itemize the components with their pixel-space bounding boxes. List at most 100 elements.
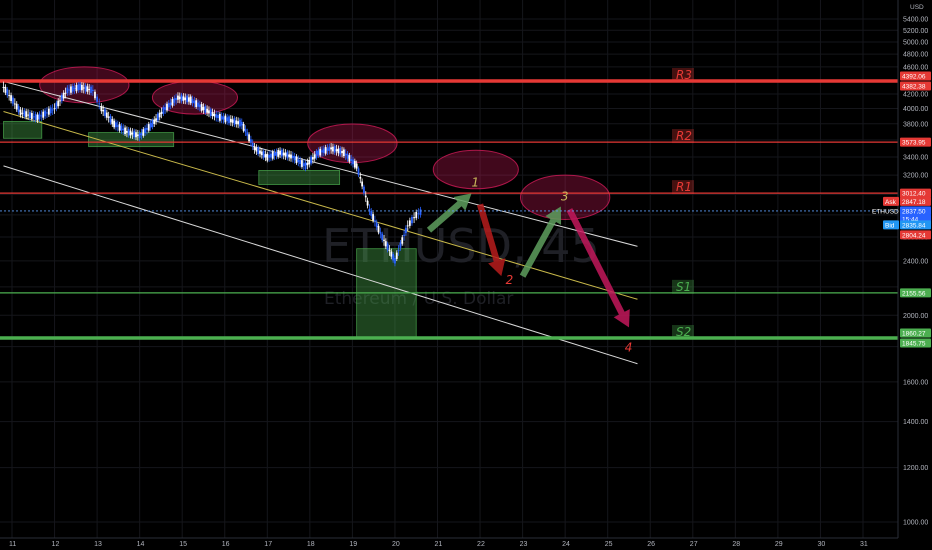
candle-body	[155, 118, 157, 121]
candle-body	[284, 152, 287, 157]
x-tick-label: 30	[817, 541, 825, 548]
level-price-tag: 1860.27	[902, 331, 926, 338]
level-label-r3: R3	[676, 68, 692, 82]
level-label-background	[672, 67, 694, 82]
y-tick-label: 3400.00	[903, 154, 928, 161]
symbol-tag: ETHUSD	[872, 208, 899, 215]
candle-body	[98, 103, 101, 105]
candle-body	[118, 124, 121, 131]
candle-body	[304, 162, 307, 170]
level-price-tag: 2155.56	[902, 290, 926, 297]
x-tick-label: 21	[435, 541, 443, 548]
candle-body	[401, 237, 404, 244]
candle-body	[40, 115, 43, 117]
candle-body	[240, 121, 243, 126]
candle-body	[280, 149, 283, 157]
candle-body	[177, 95, 179, 100]
candle-body	[156, 113, 159, 121]
candle-body	[153, 119, 156, 124]
candle-body	[73, 88, 76, 90]
candle-body	[321, 150, 323, 153]
ask-price-tag-background	[900, 196, 931, 206]
candle-body	[217, 114, 219, 119]
y-tick-label: 4200.00	[903, 91, 928, 98]
candle-body	[282, 152, 285, 156]
ask-price-tag: 2847.18	[902, 199, 926, 206]
candle-body	[44, 110, 46, 117]
y-tick-label: 1000.00	[903, 520, 928, 527]
candle-body	[62, 92, 65, 99]
candle-body	[204, 106, 207, 113]
candle-body	[2, 86, 5, 88]
candle-body	[279, 150, 281, 155]
candle-body	[379, 232, 382, 234]
candle-body	[116, 125, 119, 127]
candle-body	[348, 155, 351, 162]
candle-body	[344, 153, 347, 156]
candle-body	[34, 113, 37, 120]
candle-body	[8, 95, 11, 97]
candle-body	[178, 96, 181, 100]
x-tick-label: 29	[775, 541, 783, 548]
x-tick-label: 26	[647, 541, 655, 548]
candle-body	[235, 120, 238, 125]
candle-body	[275, 151, 278, 156]
candle-body	[102, 109, 105, 112]
candle-body	[57, 100, 60, 107]
x-tick-label: 14	[137, 541, 145, 548]
candle-body	[302, 163, 305, 166]
y-tick-label: 5200.00	[903, 28, 928, 35]
horizontal-levels: R3 R2 R1 S1 S2	[0, 67, 898, 340]
projection-arrow	[519, 206, 562, 278]
x-tick-label: 19	[349, 541, 357, 548]
candle-body	[417, 213, 420, 215]
candle-body	[111, 119, 114, 125]
candle-body	[135, 132, 137, 138]
watermark-symbol: ETHUSD, 45	[322, 219, 600, 273]
candle-body	[266, 153, 269, 161]
candle-body	[122, 128, 125, 131]
candle-body	[419, 209, 422, 215]
candle-body	[164, 107, 167, 110]
candle-body	[115, 122, 117, 128]
price-axis-background	[898, 0, 932, 538]
candle-body	[23, 110, 26, 117]
candle-body	[246, 132, 249, 136]
candle-body	[167, 103, 170, 108]
candle-body	[326, 148, 329, 151]
candle-body	[226, 117, 229, 122]
candle-body	[332, 146, 334, 152]
candle-body	[147, 124, 150, 131]
watermark-description: Ethereum / U.S. Dollar	[324, 289, 513, 309]
candle-body	[215, 114, 218, 118]
candle-body	[310, 156, 312, 164]
level-price-tag: 3012.40	[902, 191, 926, 198]
candle-body	[357, 168, 360, 175]
candle-body	[17, 106, 20, 113]
candle-body	[248, 134, 250, 142]
candle-body	[70, 86, 72, 93]
projection-step-label: 3	[561, 189, 569, 203]
candle-body	[100, 106, 103, 112]
candle-body	[21, 112, 24, 114]
candle-body	[392, 253, 395, 261]
level-price-tag-background	[900, 188, 931, 198]
candle-body	[187, 97, 190, 102]
candle-body	[64, 92, 67, 94]
candle-body	[180, 94, 183, 102]
level-label-background	[672, 129, 694, 144]
candle-body	[383, 239, 385, 241]
candle-body	[6, 89, 9, 96]
extra-price-tag: 2804.24	[902, 232, 926, 239]
candle-body	[220, 115, 223, 120]
candle-body	[403, 234, 405, 236]
candle-body	[151, 120, 154, 127]
level-price-tag-background	[900, 137, 931, 147]
candle-body	[211, 112, 214, 116]
candle-body	[4, 86, 7, 93]
candle-body	[346, 153, 349, 159]
candle-body	[27, 114, 29, 116]
candle-body	[149, 122, 152, 128]
candle-body	[322, 148, 325, 153]
